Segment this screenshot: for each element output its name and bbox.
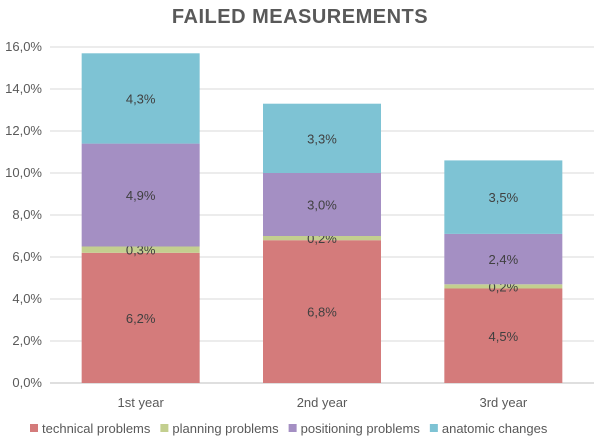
bar-segment [263, 240, 381, 383]
bar-segment [263, 103, 381, 173]
data-label: 6,8% [307, 305, 337, 320]
y-tick-label: 16,0% [5, 39, 42, 54]
data-label: 2,4% [489, 252, 519, 267]
y-tick-label: 0,0% [12, 375, 42, 390]
bar-segment [81, 246, 200, 253]
bar-segment [444, 288, 563, 383]
x-tick-label: 1st year [118, 395, 165, 410]
data-label: 6,2% [126, 311, 156, 326]
legend-label: positioning problems [301, 421, 421, 436]
x-tick-label: 3rd year [479, 395, 527, 410]
bar-segment [263, 173, 381, 236]
y-tick-label: 2,0% [12, 333, 42, 348]
legend-label: technical problems [42, 421, 151, 436]
data-label: 4,9% [126, 188, 156, 203]
data-label: 4,3% [126, 91, 156, 106]
data-label: 3,0% [307, 198, 337, 213]
data-label: 3,3% [307, 131, 337, 146]
y-tick-label: 12,0% [5, 123, 42, 138]
x-tick-label: 2nd year [297, 395, 348, 410]
chart-title: FAILED MEASUREMENTS [171, 6, 429, 28]
y-tick-label: 14,0% [5, 81, 42, 96]
bar-segment [81, 252, 200, 383]
bar-segment [263, 236, 381, 241]
y-tick-label: 4,0% [12, 291, 42, 306]
bar-segment [81, 53, 200, 144]
legend-swatch [30, 424, 38, 432]
legend-label: anatomic changes [442, 421, 548, 436]
y-tick-label: 6,0% [12, 249, 42, 264]
y-tick-label: 10,0% [5, 165, 42, 180]
bar-segment [444, 160, 563, 234]
data-label: 3,5% [489, 190, 519, 205]
bar-segment [444, 233, 563, 285]
bar-segment [81, 143, 200, 247]
legend-swatch [288, 424, 297, 432]
data-label: 4,5% [489, 329, 519, 344]
y-tick-label: 8,0% [12, 207, 42, 222]
legend-label: planning problems [172, 421, 279, 436]
legend-swatch [160, 424, 169, 432]
bar-segment [444, 284, 563, 289]
legend-swatch [429, 424, 438, 432]
